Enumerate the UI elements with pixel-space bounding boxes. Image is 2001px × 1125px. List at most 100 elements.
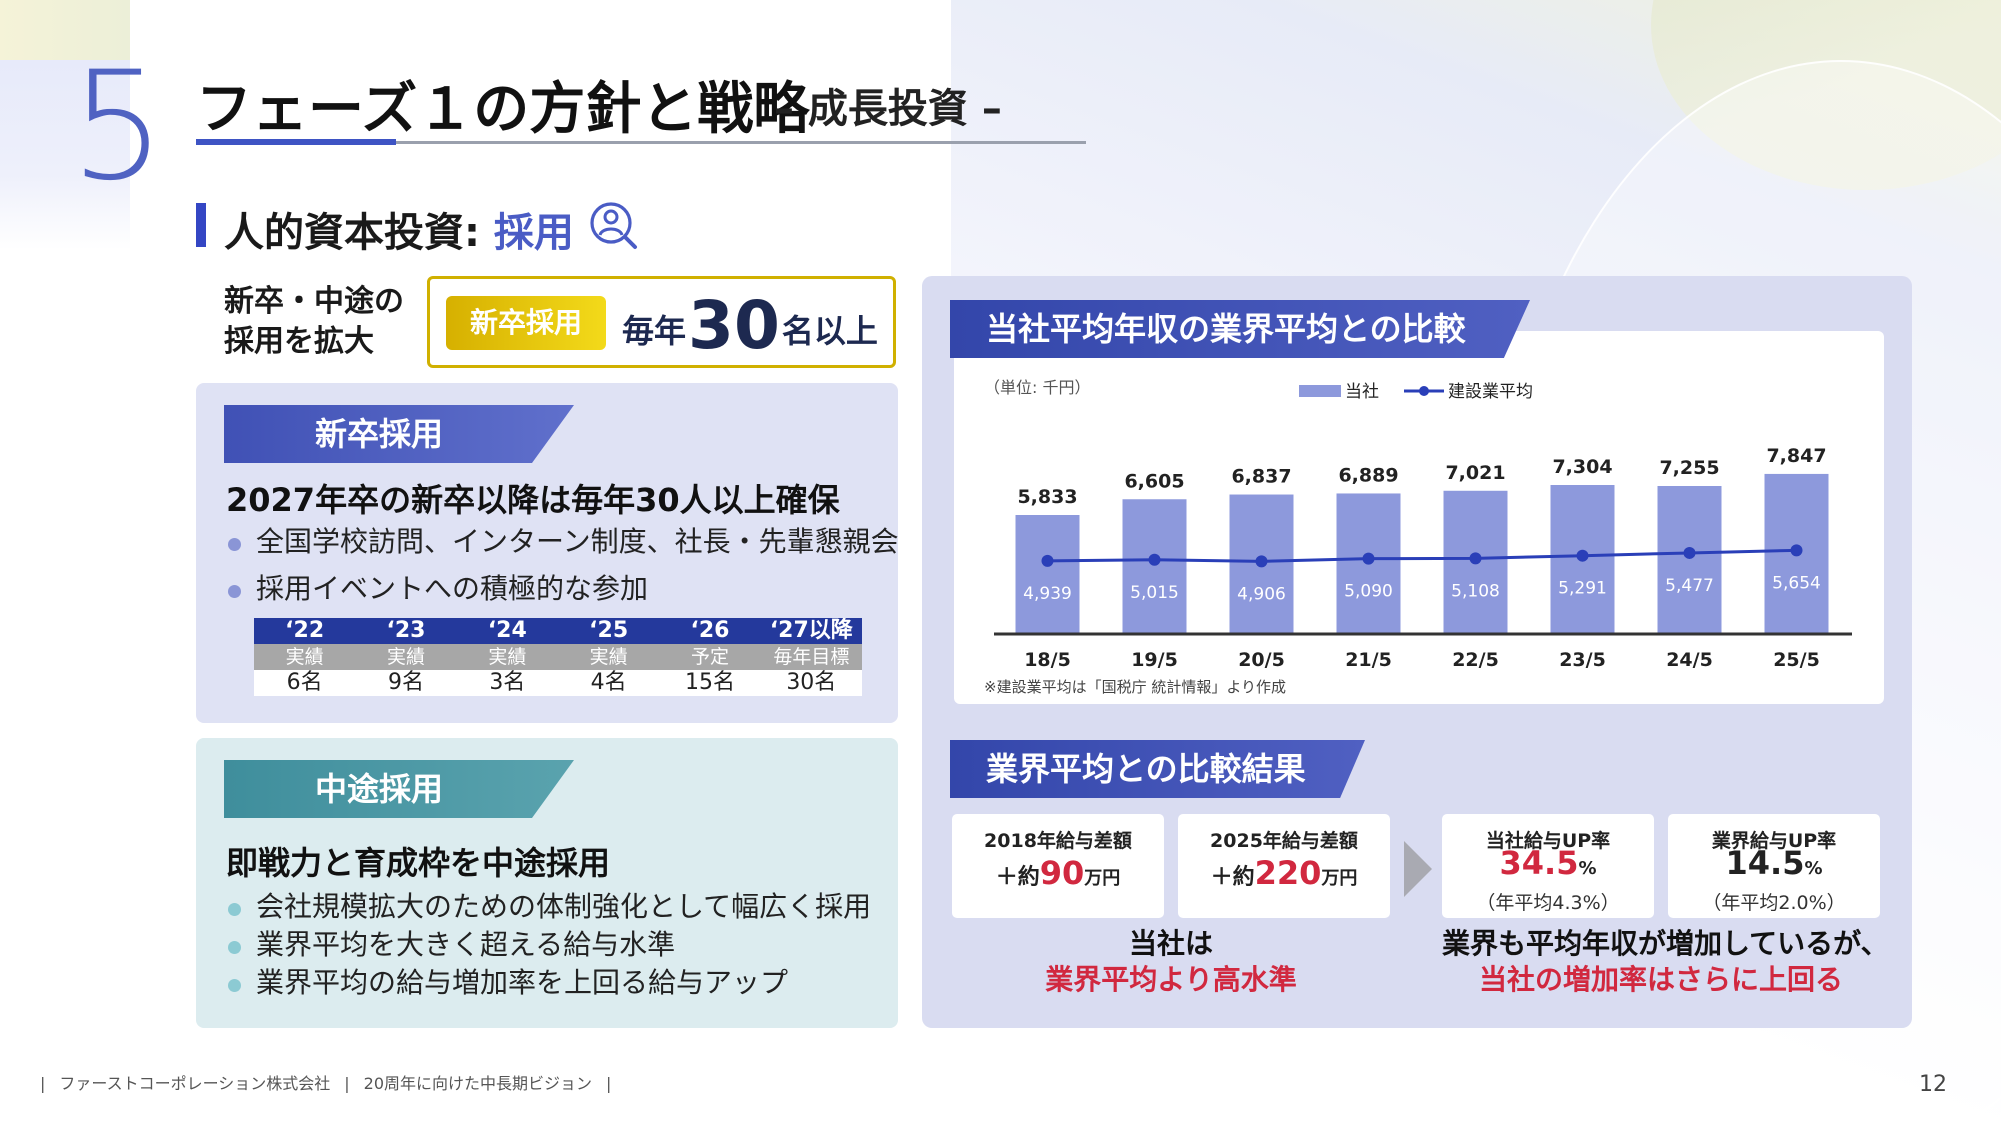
x-tick-label: 18/5	[1024, 649, 1071, 671]
line-value-label: 4,939	[1023, 584, 1072, 604]
conclusion-text: 当社は	[1128, 927, 1213, 960]
intro-number: 30	[688, 287, 780, 364]
page-title: フェーズ１の方針と戦略	[196, 77, 810, 142]
chart-title: 当社平均年収の業界平均との比較	[950, 300, 1530, 358]
new-grad-tab: 新卒採用	[224, 405, 574, 463]
bar-value-label: 6,889	[1338, 464, 1398, 486]
background-left-accent	[0, 0, 130, 60]
arrow-right-icon	[1404, 841, 1432, 897]
bar-value-label: 7,021	[1445, 462, 1505, 484]
line-point	[1148, 553, 1161, 566]
metric-value: ＋約220万円	[1178, 854, 1390, 892]
line-path	[1047, 548, 1797, 563]
metric-card-2018-gap: 2018年給与差額 ＋約90万円	[952, 814, 1164, 918]
metric-value: 34.5%	[1442, 844, 1654, 882]
conclusion-left: 当社は 業界平均より高水準	[952, 926, 1390, 998]
table-cell: ‘23	[355, 618, 457, 644]
line-value-label: 4,906	[1237, 584, 1286, 604]
metric-label: 2018年給与差額	[984, 830, 1132, 852]
metric-card-industry-rate: 業界給与UP率 14.5% （年平均2.0%）	[1668, 814, 1880, 918]
metric-number: 14.5	[1725, 844, 1805, 882]
bar-value-label: 6,605	[1124, 470, 1184, 492]
mid-career-headline: 即戦力と育成枠を中途採用	[226, 844, 611, 882]
chart-unit-label: （単位: 千円）	[984, 378, 1090, 397]
line-value-label: 5,108	[1451, 581, 1500, 601]
bar-value-label: 7,847	[1766, 445, 1826, 467]
bar-value-label: 7,304	[1552, 456, 1612, 478]
metric-unit: 万円	[1321, 868, 1358, 889]
metric-prefix: ＋約	[1210, 865, 1255, 890]
hiring-table: ‘22 ‘23 ‘24 ‘25 ‘26 ‘27以降 実績 実績 実績 実績 予定…	[254, 618, 862, 696]
chart-bar	[1122, 499, 1187, 634]
x-tick-label: 19/5	[1131, 649, 1178, 671]
new-grad-panel: 新卒採用 2027年卒の新卒以降は毎年30人以上確保 全国学校訪問、インターン制…	[196, 383, 899, 723]
line-point	[1362, 552, 1375, 565]
legend-label-industry: 建設業平均	[1448, 382, 1533, 402]
conclusion-highlight: 当社の増加率はさらに上回る	[1478, 963, 1843, 996]
salary-comparison-panel: （単位: 千円） 当社 建設業平均 5,833 6,605 6,837 6,889 7,0…	[922, 276, 1912, 1028]
table-cell: 15名	[659, 670, 761, 696]
list-item: 会社規模拡大のための体制強化として幅広く採用	[226, 888, 871, 926]
salary-chart: （単位: 千円） 当社 建設業平均 5,833 6,605 6,837 6,889 7,0…	[984, 378, 1852, 696]
footer-company: ファーストコーポレーション株式会社	[59, 1074, 331, 1093]
metric-prefix: ＋約	[995, 865, 1040, 890]
intro-box: 新卒採用 毎年30名以上	[427, 276, 896, 368]
bar-value-label: 6,837	[1231, 466, 1291, 488]
table-cell: 実績	[355, 644, 457, 670]
chart-bar	[1015, 515, 1080, 634]
subheading: 人的資本投資: 採用	[224, 200, 574, 258]
table-cell: ‘24	[456, 618, 558, 644]
table-cell: 3名	[456, 670, 558, 696]
x-tick-label: 21/5	[1345, 649, 1392, 671]
table-cell: 実績	[557, 644, 660, 670]
list-item: 採用イベントへの積極的な参加	[226, 570, 899, 608]
intro-label-line1: 新卒・中途の	[224, 284, 404, 319]
x-tick-label: 23/5	[1559, 649, 1606, 671]
metric-label: 業界給与UP率	[1711, 830, 1837, 852]
x-tick-label: 20/5	[1238, 649, 1285, 671]
metric-value: 14.5%	[1668, 844, 1880, 882]
x-tick-label: 25/5	[1773, 649, 1820, 671]
bar-value-label: 7,255	[1659, 457, 1719, 479]
metric-card-company-rate: 当社給与UP率 34.5% （年平均4.3%）	[1442, 814, 1654, 918]
subheading-accent: 採用	[493, 210, 574, 256]
new-grad-bullets: 全国学校訪問、インターン制度、社長・先輩懇親会 採用イベントへの積極的な参加	[226, 523, 899, 608]
metric-value: ＋約90万円	[952, 854, 1164, 892]
table-cell: 4名	[557, 670, 660, 696]
line-value-label: 5,291	[1558, 579, 1607, 599]
list-item: 全国学校訪問、インターン制度、社長・先輩懇親会	[226, 523, 899, 561]
table-cell: ‘22	[254, 618, 356, 644]
legend-swatch-bar	[1299, 385, 1341, 397]
line-value-label: 5,477	[1665, 576, 1714, 596]
mid-career-tab: 中途採用	[224, 760, 574, 818]
title-rule	[196, 141, 1086, 144]
conclusion-right: 業界も平均年収が増加しているが、 当社の増加率はさらに上回る	[1442, 926, 1889, 998]
table-cell: 予定	[659, 644, 761, 670]
table-cell: 毎年目標	[760, 644, 862, 670]
legend-label-company: 当社	[1345, 382, 1379, 402]
bar-value-label: 5,833	[1017, 486, 1077, 508]
title-rule-accent	[196, 139, 396, 145]
user-search-icon	[590, 202, 637, 249]
x-tick-label: 24/5	[1666, 649, 1713, 671]
section-number: 5	[70, 40, 165, 214]
chart-note: ※建設業平均は「国税庁 統計情報」より作成	[984, 678, 1286, 696]
metric-number: 90	[1039, 854, 1085, 892]
table-row-values: 6名 9名 3名 4名 15名 30名	[254, 670, 862, 696]
table-cell: 9名	[355, 670, 457, 696]
x-axis-ticks: 18/5 19/5 20/5 21/5 22/5 23/5 24/5 25/5	[1024, 649, 1820, 671]
line-point	[1255, 555, 1268, 568]
line-value-label: 5,090	[1344, 582, 1393, 602]
intro-badge: 新卒採用	[446, 296, 606, 350]
table-cell: 30名	[760, 670, 862, 696]
chart-bars: 5,833 6,605 6,837 6,889 7,021 7,304 7,255 7,847	[1015, 445, 1829, 634]
chart-card: （単位: 千円） 当社 建設業平均 5,833 6,605 6,837 6,889 7,0…	[954, 331, 1884, 704]
table-cell: 実績	[456, 644, 558, 670]
list-item: 業界平均を大きく超える給与水準	[226, 926, 871, 964]
intro-text-post: 名以上	[781, 312, 878, 350]
line-point	[1041, 554, 1054, 567]
legend-swatch-point	[1419, 386, 1429, 396]
metric-unit: 万円	[1084, 868, 1121, 889]
intro-text: 毎年30名以上	[622, 287, 878, 364]
